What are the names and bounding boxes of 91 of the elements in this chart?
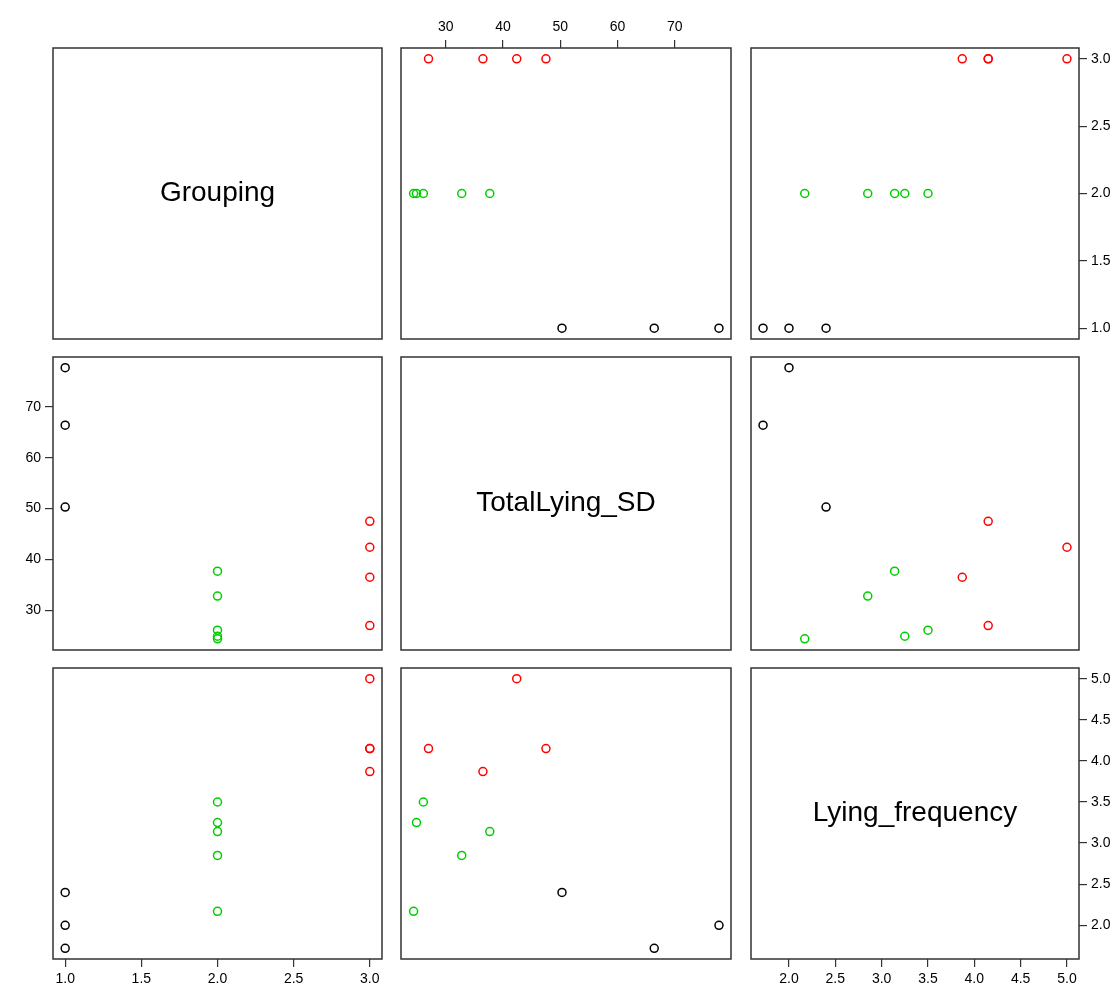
x-tick-label: 2.0 xyxy=(207,970,228,987)
text: TotalLying_SD xyxy=(476,486,656,518)
y-tick-label: 4.5 xyxy=(1091,710,1111,727)
x-tick-label: 40 xyxy=(495,18,511,35)
y-tick-label: 60 xyxy=(25,448,42,465)
point xyxy=(821,323,831,333)
point xyxy=(60,420,70,430)
y-tick-label: 5.0 xyxy=(1091,669,1111,686)
x-tick-label: 60 xyxy=(609,18,626,35)
point xyxy=(411,817,422,828)
point xyxy=(408,906,419,917)
x-tick-label: 2.0 xyxy=(779,970,799,987)
point xyxy=(212,566,223,576)
x-tick-label: 5.0 xyxy=(1057,970,1077,987)
point xyxy=(511,673,522,684)
point xyxy=(889,566,900,576)
y-tick-label: 50 xyxy=(25,499,42,516)
point xyxy=(212,625,223,635)
y-tick-label: 40 xyxy=(25,550,42,567)
y-tick-label: 2.5 xyxy=(1091,875,1111,892)
text: Grouping xyxy=(159,176,276,208)
point xyxy=(863,188,873,199)
y-tick-label: 30 xyxy=(25,601,42,618)
point xyxy=(212,817,223,828)
y-tick-label: 3.5 xyxy=(1091,792,1111,809)
point xyxy=(60,362,70,373)
point xyxy=(212,906,223,917)
point xyxy=(60,502,70,512)
point xyxy=(365,620,375,631)
point xyxy=(863,591,873,601)
point xyxy=(923,625,933,635)
point xyxy=(423,743,434,754)
y-tick-label: 1.0 xyxy=(1091,319,1111,336)
point xyxy=(714,920,724,931)
point xyxy=(60,920,70,931)
y-tick-label: 3.0 xyxy=(1091,833,1111,850)
point xyxy=(456,850,467,861)
x-tick-label: 2.5 xyxy=(283,970,304,987)
point xyxy=(900,631,910,642)
point xyxy=(212,850,223,861)
point xyxy=(799,188,810,199)
point xyxy=(365,572,375,583)
point xyxy=(983,620,993,631)
x-tick-label: 50 xyxy=(552,18,569,35)
point xyxy=(485,826,495,837)
point xyxy=(1062,54,1072,64)
point xyxy=(889,188,900,199)
y-tick-label: 70 xyxy=(25,397,42,414)
point xyxy=(957,572,967,583)
point xyxy=(212,826,223,837)
y-tick-label: 4.0 xyxy=(1091,751,1111,768)
point xyxy=(758,323,768,333)
point xyxy=(1062,542,1072,552)
x-tick-label: 30 xyxy=(437,18,454,35)
point xyxy=(365,542,375,552)
point xyxy=(557,887,567,898)
x-tick-label: 3.5 xyxy=(918,970,938,987)
point xyxy=(799,634,810,644)
y-tick-label: 2.0 xyxy=(1091,916,1111,933)
x-tick-label: 3.0 xyxy=(871,970,892,987)
point xyxy=(649,943,659,954)
x-tick-label: 1.0 xyxy=(55,970,76,987)
point xyxy=(900,188,910,199)
x-tick-label: 4.0 xyxy=(964,970,985,987)
point xyxy=(212,591,223,601)
point xyxy=(60,943,70,954)
point xyxy=(784,362,794,373)
point xyxy=(418,797,429,807)
x-tick-label: 2.5 xyxy=(825,970,846,987)
point xyxy=(478,766,488,777)
point xyxy=(365,673,375,684)
y-tick-label: 1.5 xyxy=(1091,251,1111,268)
point xyxy=(784,323,794,333)
point xyxy=(541,743,551,754)
point xyxy=(957,54,967,64)
y-tick-label: 2.5 xyxy=(1091,117,1111,133)
point xyxy=(60,887,70,898)
y-tick-label: 2.0 xyxy=(1091,184,1111,201)
point xyxy=(923,188,933,199)
y-tick-label: 3.0 xyxy=(1091,49,1111,66)
point xyxy=(758,420,768,430)
text: Lying_frequency xyxy=(812,796,1018,828)
point xyxy=(365,766,375,777)
point xyxy=(212,797,223,807)
x-tick-label: 4.5 xyxy=(1010,970,1031,987)
point xyxy=(821,502,831,512)
x-tick-label: 3.0 xyxy=(360,970,380,987)
x-tick-label: 70 xyxy=(667,18,683,35)
point xyxy=(983,516,993,527)
point xyxy=(365,516,375,527)
x-tick-label: 1.5 xyxy=(131,970,152,987)
